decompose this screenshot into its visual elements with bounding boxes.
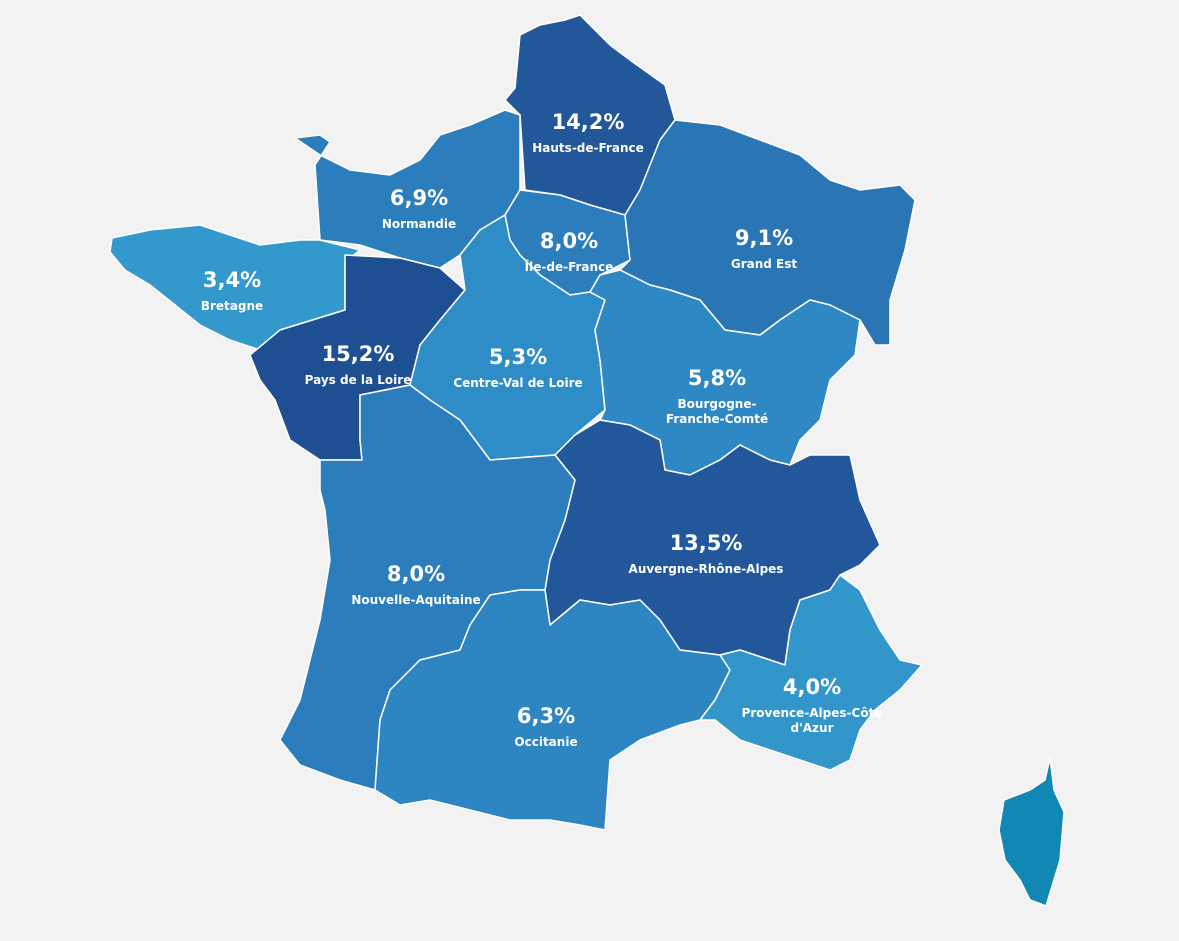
region-name: Normandie bbox=[382, 217, 456, 231]
region-value: 6,3% bbox=[517, 704, 575, 728]
region-value: 5,3% bbox=[489, 345, 547, 369]
region-value: 3,4% bbox=[203, 268, 261, 292]
region-name: Bretagne bbox=[201, 299, 263, 313]
region-name: Hauts-de-France bbox=[532, 141, 644, 155]
region-name: Occitanie bbox=[514, 735, 577, 749]
region-name: Pays de la Loire bbox=[305, 373, 412, 387]
region-value: 4,0% bbox=[783, 675, 841, 699]
region-name: d'Azur bbox=[791, 721, 834, 735]
region-name: Grand Est bbox=[731, 257, 798, 271]
region-name: Centre-Val de Loire bbox=[453, 376, 582, 390]
region-value: 8,0% bbox=[540, 229, 598, 253]
region-name: Franche-Comté bbox=[666, 412, 768, 426]
region-value: 9,1% bbox=[735, 226, 793, 250]
region-name: Bourgogne- bbox=[678, 397, 757, 411]
region-name: Île-de-France bbox=[525, 259, 614, 274]
region-value: 6,9% bbox=[390, 186, 448, 210]
region-value: 13,5% bbox=[670, 531, 743, 555]
corsica bbox=[998, 757, 1065, 907]
region-name: Provence-Alpes-Côte bbox=[742, 706, 883, 720]
region bbox=[699, 574, 923, 771]
region-value: 14,2% bbox=[552, 110, 625, 134]
region-value: 8,0% bbox=[387, 562, 445, 586]
region-name: Auvergne-Rhône-Alpes bbox=[629, 562, 784, 576]
region-value: 15,2% bbox=[322, 342, 395, 366]
region bbox=[374, 589, 731, 831]
region-name: Nouvelle-Aquitaine bbox=[351, 593, 480, 607]
region-value: 5,8% bbox=[688, 366, 746, 390]
